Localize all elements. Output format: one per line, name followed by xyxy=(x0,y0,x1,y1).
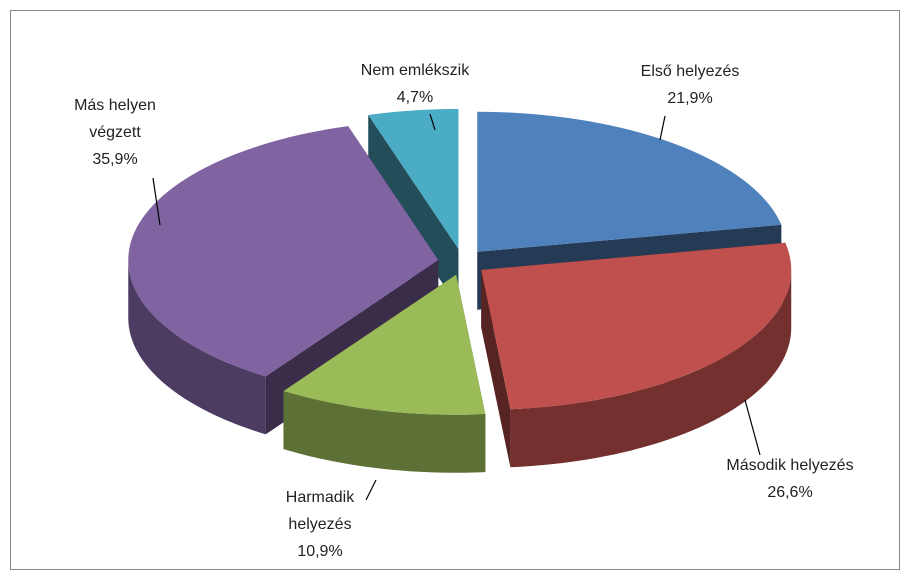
slice xyxy=(481,242,792,410)
slice-side xyxy=(481,269,511,468)
slice-label: Más helyen végzett 35,9% xyxy=(59,92,171,173)
slice-wall xyxy=(128,260,266,435)
slice-label: Első helyezés 21,9% xyxy=(605,58,775,112)
value-label: 26,6% xyxy=(767,484,813,501)
slice xyxy=(283,274,486,415)
slice xyxy=(128,126,439,377)
leader-line xyxy=(365,479,377,501)
slice-wall xyxy=(510,269,792,468)
slice xyxy=(477,111,782,252)
leader-line xyxy=(659,115,666,141)
leader-line xyxy=(429,113,436,131)
leader-line xyxy=(744,399,761,456)
value-label: 21,9% xyxy=(667,90,713,107)
slice-wall xyxy=(283,391,486,473)
category-label: Második helyezés xyxy=(726,457,854,474)
slice-label: Harmadik helyezés 10,9% xyxy=(270,484,370,565)
category-label: Nem emlékszik xyxy=(360,62,470,79)
slice-label: Nem emlékszik 4,7% xyxy=(345,57,485,111)
value-label: 4,7% xyxy=(396,89,434,106)
value-label: 35,9% xyxy=(92,151,138,168)
value-label: 10,9% xyxy=(297,543,343,560)
leader-line xyxy=(152,177,161,226)
category-label: Harmadik helyezés xyxy=(285,489,355,533)
category-label: Első helyezés xyxy=(640,63,740,80)
category-label: Más helyen végzett xyxy=(74,97,156,141)
slice-label: Második helyezés 26,6% xyxy=(695,452,885,506)
slice xyxy=(368,108,459,249)
